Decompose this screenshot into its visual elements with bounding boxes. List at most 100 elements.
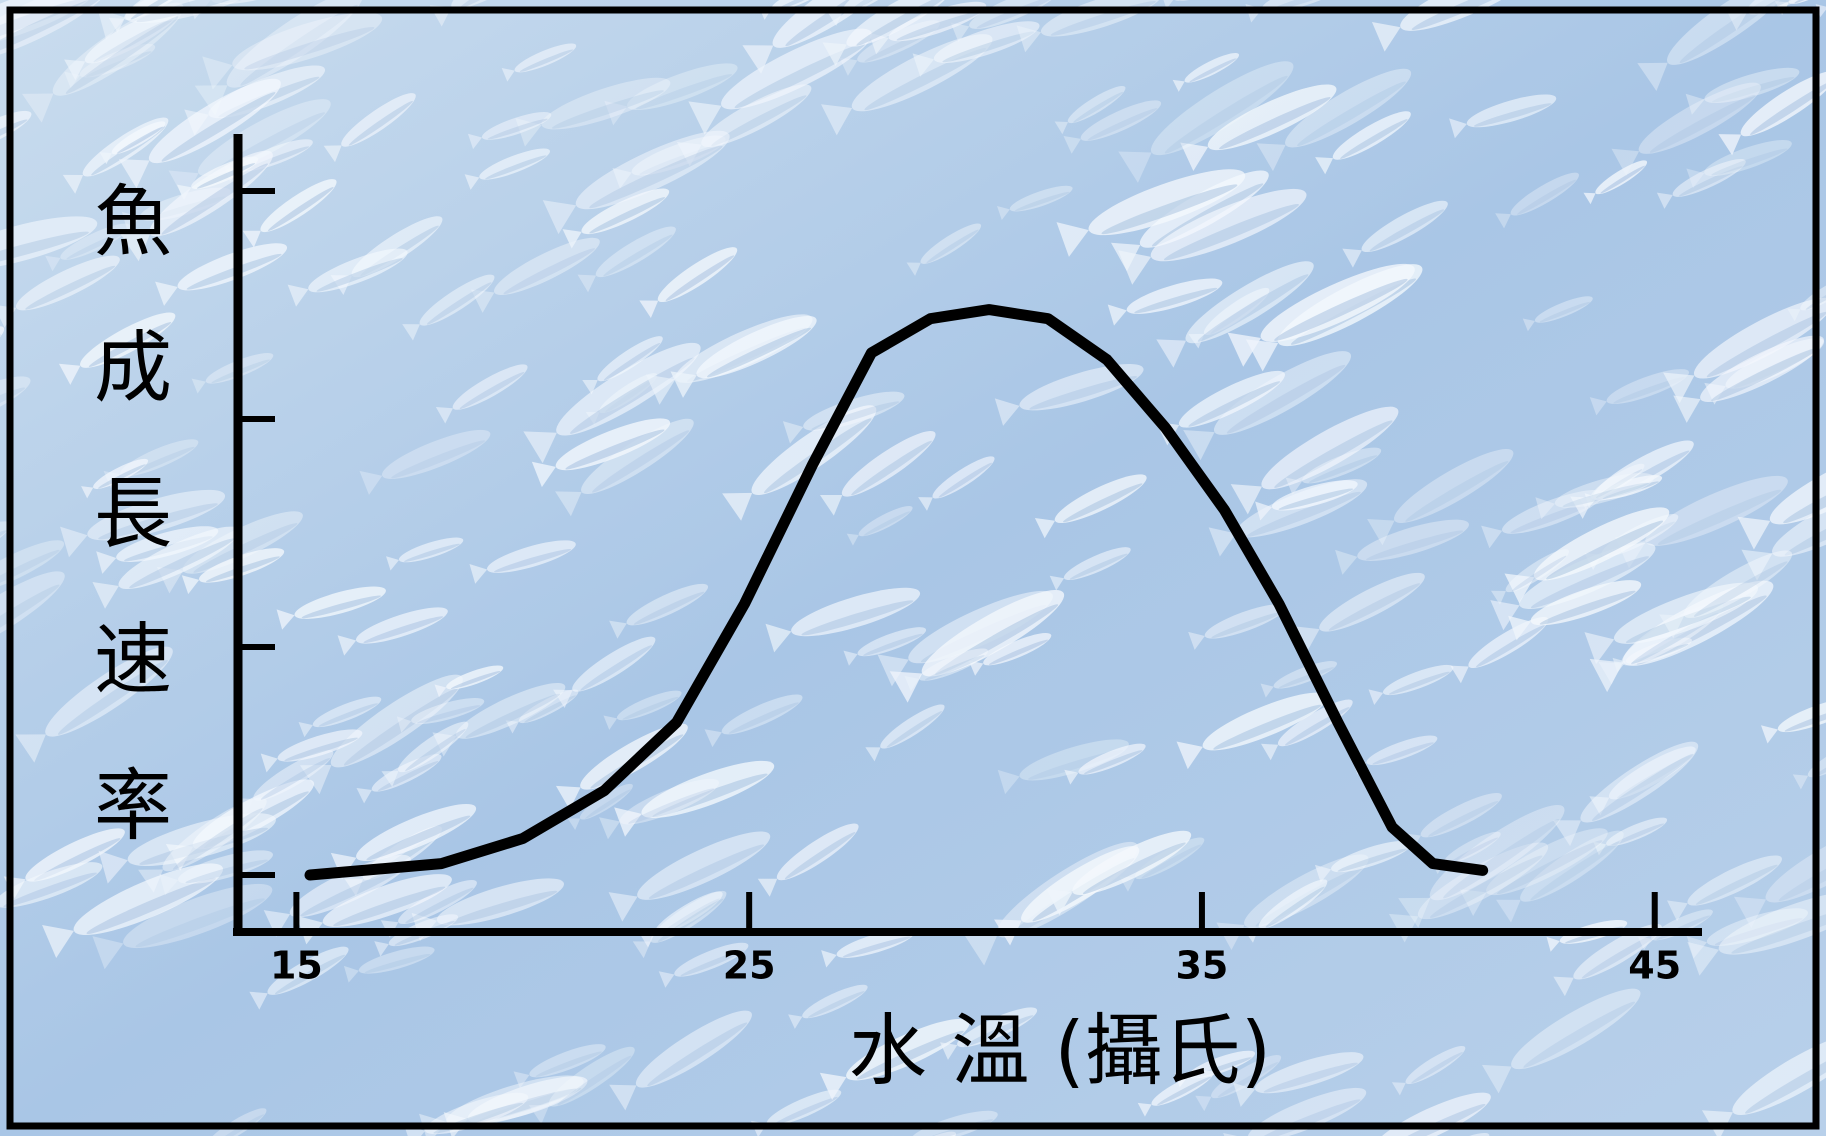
fish-shade [1157, 1076, 1212, 1106]
fish-shade [1497, 840, 1603, 895]
fish-shade [503, 248, 596, 295]
fish [330, 803, 477, 880]
fish-shade [1530, 556, 1649, 609]
fish-shade [1278, 488, 1354, 510]
fish [704, 694, 803, 748]
fish [1195, 1055, 1282, 1112]
fish [159, 850, 273, 896]
fish-shade [1297, 81, 1406, 147]
fish-body [312, 696, 382, 728]
fish-body [341, 93, 416, 147]
fish [1315, 111, 1411, 175]
fish [889, 589, 1065, 703]
fish-shade [1428, 801, 1499, 837]
fish-tail [22, 93, 54, 123]
fish-shade [1226, 364, 1346, 434]
fish-tail [1611, 148, 1640, 176]
fish-shade [1476, 625, 1545, 668]
fish-shade [405, 887, 474, 924]
fish [1367, 449, 1514, 546]
fish-tail [191, 378, 206, 394]
fish-shade [366, 815, 471, 861]
fish-body [1202, 692, 1328, 751]
fish-shade [1750, 81, 1826, 135]
fish-body [514, 43, 577, 73]
fish-tail [1637, 936, 1652, 951]
fish-tail [1046, 888, 1073, 916]
fish [60, 489, 226, 558]
fish-shade [1592, 753, 1694, 821]
fish-body [595, 226, 676, 278]
fish-tail [1172, 79, 1185, 92]
fish-shade [244, 26, 375, 70]
fish-shade [0, 387, 26, 432]
fish-tail [608, 892, 638, 922]
fish-shade [3, 872, 97, 907]
fish-body [581, 418, 694, 495]
fish-tail [1016, 25, 1042, 53]
fish [1230, 406, 1399, 515]
fish-tail [846, 533, 859, 546]
fish-tail [742, 45, 774, 74]
fish-shade [487, 118, 548, 140]
fish [599, 778, 720, 840]
fish-body [45, 646, 173, 737]
fish-tail [603, 715, 618, 730]
fish-shade [318, 703, 378, 727]
fish-shade [1562, 482, 1649, 508]
fish-shade [65, 16, 179, 94]
fish-shade [519, 49, 574, 72]
fish [202, 12, 383, 90]
fish-body [260, 179, 337, 233]
fish [249, 946, 349, 1010]
fish [609, 583, 709, 639]
fish-tail [567, 818, 581, 830]
fish [542, 130, 730, 235]
fish-tail [60, 526, 88, 558]
fish-body [355, 607, 448, 644]
fish [1391, 1045, 1466, 1096]
fish-tail [1180, 142, 1209, 171]
fish-body [1666, 0, 1794, 65]
fish-body [481, 111, 552, 140]
fish-tail [120, 234, 151, 262]
fish-body [657, 247, 738, 303]
fish-shade [1082, 842, 1186, 895]
fish-body [487, 540, 576, 573]
fish-body [1520, 830, 1624, 902]
fish-body [1254, 1052, 1364, 1094]
fish-tail [1553, 976, 1574, 997]
fish [827, 0, 910, 26]
fish-shade [728, 702, 799, 734]
fish [994, 363, 1144, 426]
fish-shade [66, 230, 127, 260]
fish-tail [821, 950, 837, 968]
fish-shade [551, 90, 664, 129]
fish-shade [589, 197, 666, 234]
fish-shade [1706, 311, 1826, 378]
fish [22, 2, 184, 123]
fish-shade [1141, 844, 1202, 879]
fish-shade [1448, 837, 1499, 864]
fish [298, 696, 382, 738]
fish-tail [381, 770, 399, 787]
fish-tail [632, 941, 651, 959]
fish [1233, 1052, 1364, 1107]
fish-tail [964, 934, 998, 966]
fish [287, 248, 408, 307]
fish-tail [92, 936, 124, 970]
fish [1118, 188, 1307, 285]
fish-tail [359, 470, 383, 495]
fish [865, 704, 945, 762]
fish-shade [707, 327, 812, 378]
fish-tail [1118, 151, 1152, 183]
fish-tail [1737, 516, 1771, 550]
fish [1227, 263, 1415, 367]
fish-tail [1034, 517, 1056, 539]
fish-body [776, 823, 859, 881]
fish-body [1361, 200, 1448, 253]
fish-tail [1504, 573, 1535, 604]
fish-tail [1056, 222, 1089, 257]
fish [464, 148, 550, 190]
fish-shade [267, 187, 334, 232]
